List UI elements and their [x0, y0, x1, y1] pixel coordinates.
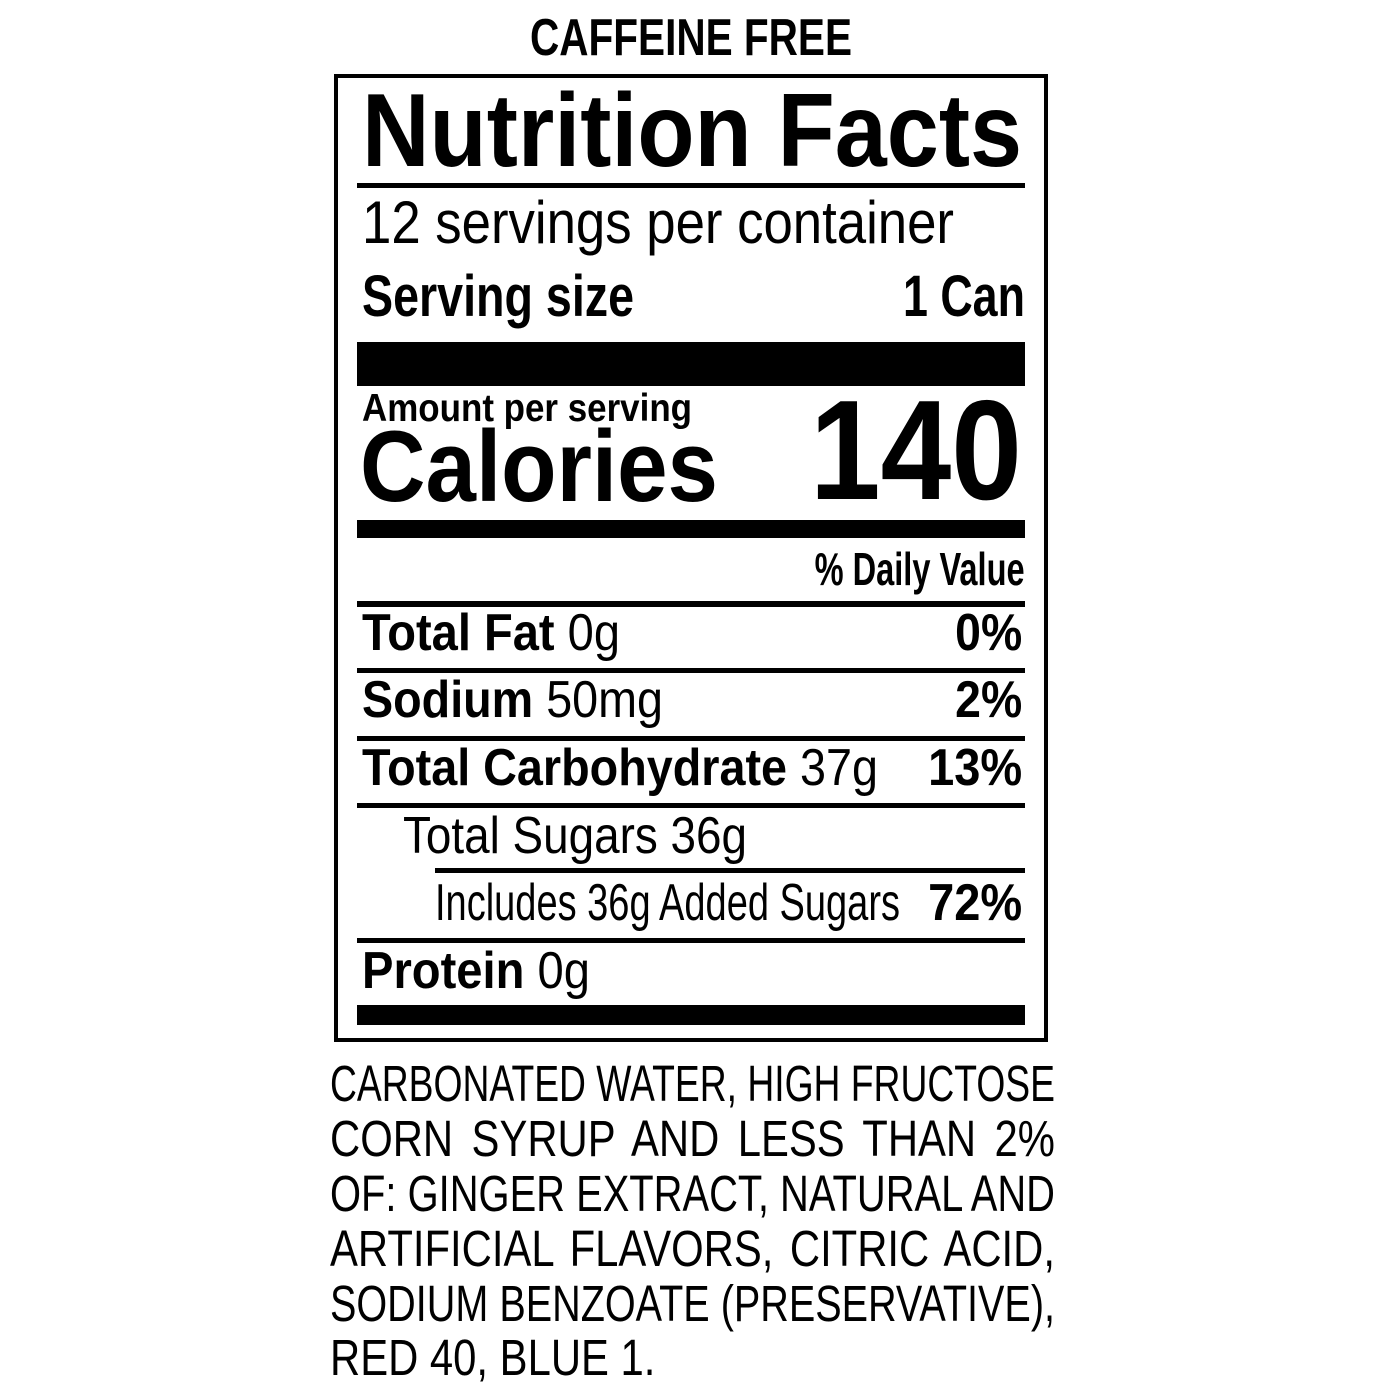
nutrient-name: Total Fat — [362, 604, 555, 662]
ingredients-line: OF: GINGER EXTRACT, NATURAL AND — [330, 1165, 1055, 1222]
nutrient-amount: 0g — [567, 604, 620, 662]
amount-per-serving: Amount per serving — [362, 387, 692, 430]
serving-size-label: Serving size — [362, 264, 634, 329]
nutrition-facts-panel — [334, 74, 1048, 1042]
nutrient-amount: 0g — [537, 942, 590, 1000]
divider — [357, 183, 1025, 188]
nutrient-amount: 50mg — [546, 671, 663, 729]
calories-value: 140 — [810, 371, 1022, 530]
servings-per-container: 12 servings per container — [362, 189, 954, 256]
thick-divider — [357, 342, 1025, 386]
total-carbohydrate-row: Total Carbohydrate 37g — [362, 742, 878, 794]
bottom-bar — [357, 1005, 1025, 1025]
serving-size-value: 1 Can — [903, 264, 1025, 329]
medium-divider — [357, 520, 1025, 538]
nutrient-name: Protein — [362, 942, 525, 1000]
protein-row: Protein 0g — [362, 945, 590, 997]
nutrition-facts-title: Nutrition Facts — [362, 73, 1022, 189]
sodium-dv: 2% — [955, 671, 1022, 729]
ingredients-line: CARBONATED WATER, HIGH FRUCTOSE — [330, 1055, 1055, 1112]
total-carbohydrate-dv: 13% — [928, 739, 1022, 797]
nutrient-name: Total Carbohydrate — [362, 739, 788, 797]
daily-value-header: % Daily Value — [815, 543, 1025, 595]
divider — [357, 668, 1025, 673]
total-sugars-row: Total Sugars 36g — [403, 807, 747, 865]
nutrient-amount: 37g — [800, 739, 878, 797]
added-sugars-row: Includes 36g Added Sugars — [435, 874, 900, 932]
divider — [357, 601, 1025, 607]
divider — [357, 736, 1025, 741]
total-fat-row: Total Fat 0g — [362, 607, 620, 659]
nutrient-name: Sodium — [362, 671, 534, 729]
added-sugars-dv: 72% — [928, 874, 1022, 932]
sodium-row: Sodium 50mg — [362, 674, 663, 726]
ingredients-line: SODIUM BENZOATE (PRESERVATIVE), — [330, 1275, 1055, 1332]
total-fat-dv: 0% — [955, 604, 1022, 662]
divider — [357, 803, 1025, 808]
ingredients-line: CORN SYRUP AND LESS THAN 2% — [330, 1110, 1055, 1167]
ingredients-line: RED 40, BLUE 1. — [330, 1329, 656, 1386]
ingredients-line: ARTIFICIAL FLAVORS, CITRIC ACID, — [330, 1220, 1056, 1277]
divider — [357, 938, 1025, 943]
divider — [435, 868, 1025, 873]
calories-label: Calories — [360, 411, 718, 523]
caffeine-free-note: CAFFEINE FREE — [530, 9, 852, 67]
